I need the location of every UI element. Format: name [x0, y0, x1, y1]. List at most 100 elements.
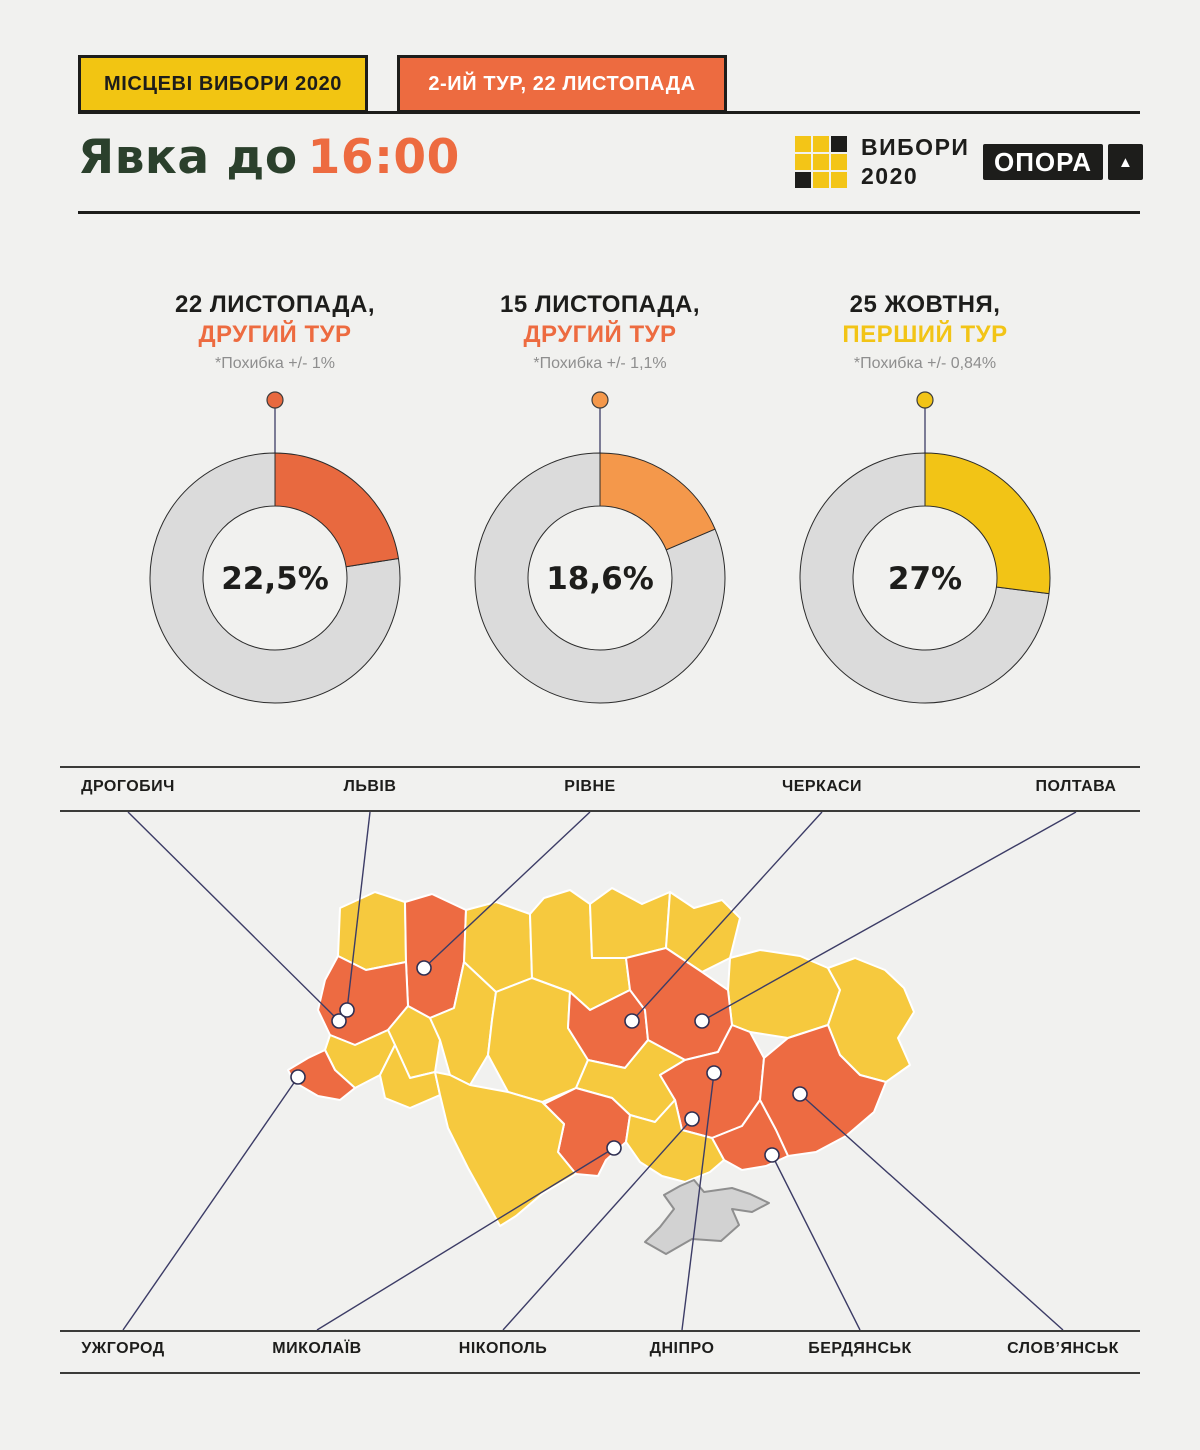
top-city-labels-row: ДРОГОБИЧ ЛЬВІВ РІВНЕ ЧЕРКАСИ ПОЛТАВА — [0, 778, 1200, 804]
donut-title-date: 25 ЖОВТНЯ, — [849, 291, 1001, 318]
badge-second-round-label: 2-ИЙ ТУР, 22 ЛИСТОПАДА — [428, 72, 696, 95]
map-regions — [287, 887, 915, 1255]
header-badges: МІСЦЕВІ ВИБОРИ 2020 2-ИЙ ТУР, 22 ЛИСТОПА… — [78, 55, 727, 113]
donut-title-round: ДРУГИЙ ТУР — [198, 321, 352, 348]
title-time: 16:00 — [307, 130, 460, 185]
city-label: РІВНЕ — [564, 778, 616, 795]
top-labels-line-upper — [60, 766, 1140, 768]
city-dot — [416, 960, 432, 976]
vybory-grid-square-yellow — [795, 153, 811, 170]
donut-figure: 27% — [799, 391, 1051, 704]
city-dot — [792, 1086, 808, 1102]
city-connector-line — [127, 812, 340, 1022]
donut-value-label: 27% — [888, 561, 962, 597]
badge-local-elections: МІСЦЕВІ ВИБОРИ 2020 — [78, 55, 368, 113]
map-region-kherson — [625, 1099, 725, 1183]
donut-error-note: *Похибка +/- 1% — [215, 355, 335, 372]
map-region-zakarpattia — [287, 1049, 356, 1101]
city-connector-line — [681, 1072, 715, 1330]
bottom-city-labels-row: УЖГОРОД МИКОЛАЇВ НІКОПОЛЬ ДНІПРО БЕРДЯНСЬК СЛ… — [0, 1340, 1200, 1366]
vybory-grid-square-yellow — [795, 135, 811, 152]
city-dot — [606, 1140, 622, 1156]
map-region-kharkiv — [727, 949, 841, 1039]
city-connector-line — [502, 1118, 693, 1330]
donut-marker-dot — [591, 391, 609, 409]
donut-title-round: ПЕРШИЙ ТУР — [842, 321, 1008, 348]
vybory-logo-text: ВИБОРИ 2020 — [861, 133, 969, 191]
opora-logo-wordmark: ОПОРА — [983, 144, 1103, 180]
donut-title-round: ДРУГИЙ ТУР — [523, 321, 677, 348]
donut-value-slice — [924, 452, 1051, 595]
map-region-odesa — [434, 1071, 577, 1227]
badge-local-elections-label: МІСЦЕВІ ВИБОРИ 2020 — [103, 72, 343, 95]
donut-marker-dot — [916, 391, 934, 409]
city-connector-line — [346, 812, 371, 1011]
city-label: БЕРДЯНСЬК — [808, 1340, 912, 1357]
city-connector-line — [122, 1076, 299, 1330]
top-labels-line-lower — [60, 810, 1140, 812]
vybory-grid-square-yellow — [831, 171, 847, 188]
city-label: УЖГОРОД — [81, 1340, 165, 1357]
opora-logo: ОПОРА ▲ — [983, 144, 1143, 180]
donut-remainder-slice — [799, 452, 1050, 704]
city-dot — [684, 1111, 700, 1127]
title-divider — [78, 211, 1140, 214]
vybory-grid-square-yellow — [813, 135, 829, 152]
city-connector-line — [799, 1093, 1064, 1330]
city-dot — [331, 1013, 347, 1029]
city-connector-line — [423, 812, 591, 969]
donut-error-note: *Похибка +/- 0,84% — [853, 355, 997, 372]
donut-chart-3: 25 ЖОВТНЯ, ПЕРШИЙ ТУР *Похибка +/- 0,84% 27… — [760, 290, 1090, 706]
city-label: НІКОПОЛЬ — [458, 1340, 548, 1357]
page-title: Явка до 16:00 — [78, 130, 460, 185]
donut-figure: 22,5% — [149, 391, 401, 704]
city-label: ЛЬВІВ — [343, 778, 397, 795]
map-region-chernihiv — [589, 887, 671, 959]
bottom-labels-line-lower — [60, 1372, 1140, 1374]
donut-remainder-slice — [474, 452, 726, 704]
city-dot — [290, 1069, 306, 1085]
opora-triangle-icon: ▲ — [1107, 144, 1143, 180]
donut-marker-dot — [266, 391, 284, 409]
donut-value-slice — [599, 452, 716, 551]
vybory-2020-logo: ВИБОРИ 2020 — [795, 133, 969, 191]
donut-title-date: 15 ЛИСТОПАДА, — [500, 291, 700, 318]
donut-value-slice — [274, 452, 399, 568]
vybory-grid-square-yellow — [813, 153, 829, 170]
city-dot — [339, 1002, 355, 1018]
city-dot — [694, 1013, 710, 1029]
vybory-grid-square-yellow — [813, 171, 829, 188]
city-dot — [764, 1147, 780, 1163]
donut-value-label: 18,6% — [546, 561, 654, 597]
vybory-grid-square-black — [795, 171, 811, 188]
city-connector-line — [316, 1147, 615, 1330]
title-prefix: Явка до — [78, 130, 298, 185]
city-label: МИКОЛАЇВ — [272, 1340, 362, 1357]
ukraine-map — [122, 812, 1077, 1330]
vybory-grid-square-yellow — [831, 153, 847, 170]
vybory-logo-line2: 2020 — [861, 162, 919, 189]
city-dot — [624, 1013, 640, 1029]
city-label: ДРОГОБИЧ — [81, 778, 175, 795]
map-region-crimea — [644, 1179, 770, 1255]
city-dot — [706, 1065, 722, 1081]
donut-figure: 18,6% — [474, 391, 726, 704]
city-label: ПОЛТАВА — [1035, 778, 1117, 795]
city-connector-line — [771, 1154, 861, 1330]
donut-title-date: 22 ЛИСТОПАДА, — [175, 291, 375, 318]
map-region-volyn — [337, 891, 407, 971]
donut-value-label: 22,5% — [221, 561, 329, 597]
donut-error-note: *Похибка +/- 1,1% — [533, 355, 667, 372]
donut-chart-2: 15 ЛИСТОПАДА, ДРУГИЙ ТУР *Похибка +/- 1,1%… — [435, 290, 765, 706]
vybory-logo-grid-icon — [795, 135, 847, 188]
city-connector-line — [701, 812, 1077, 1022]
city-connector-line — [631, 812, 823, 1022]
badge-second-round: 2-ИЙ ТУР, 22 ЛИСТОПАДА — [397, 55, 727, 113]
bottom-labels-line-upper — [60, 1330, 1140, 1332]
vybory-grid-square-black — [831, 135, 847, 152]
donut-remainder-slice — [149, 452, 401, 704]
city-label: ДНІПРО — [649, 1340, 715, 1357]
donut-chart-1: 22 ЛИСТОПАДА, ДРУГИЙ ТУР *Похибка +/- 1% 22… — [110, 290, 440, 706]
vybory-logo-line1: ВИБОРИ — [861, 134, 970, 160]
